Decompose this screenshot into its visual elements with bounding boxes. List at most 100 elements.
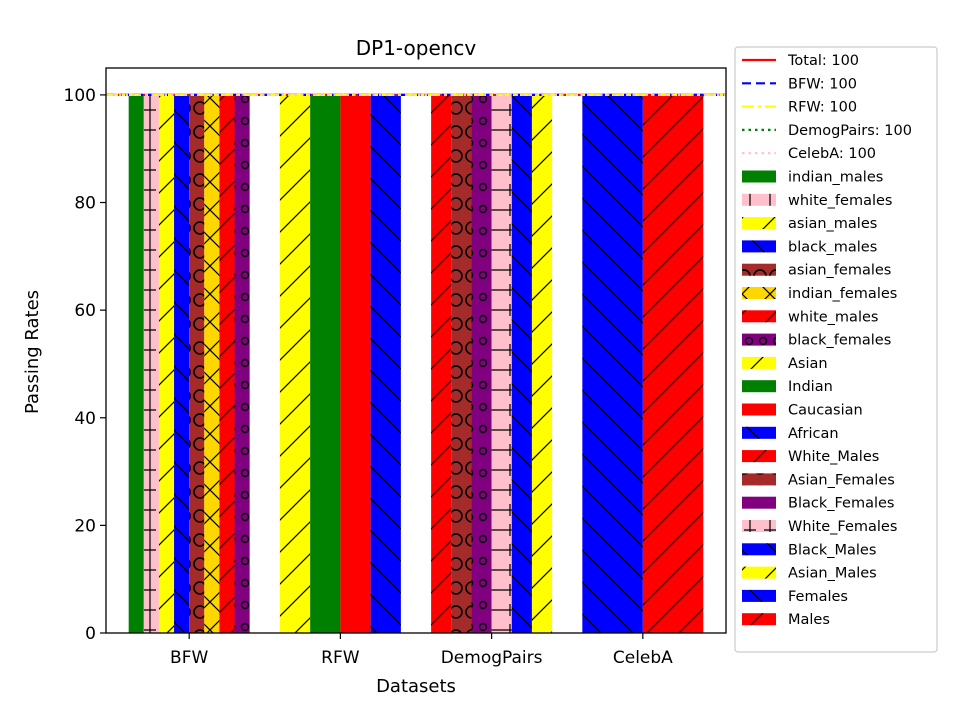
legend-label: Black_Males [788,542,876,558]
bar-hatch-demogpairs-black-females [471,94,492,633]
legend-item-asian-females: asian_females [742,263,891,279]
legend-label: white_males [788,309,878,325]
bars-layer [128,94,704,633]
legend: Total: 100 BFW: 100 RFW: 100 DemogPairs: 10… [734,46,938,653]
bar-bfw-indian-males [128,94,144,633]
legend-bar-hatch [742,356,776,369]
x-tick-label-demogpairs: DemogPairs [441,648,543,668]
x-tick-label-rfw: RFW [321,648,360,668]
legend-item-white-females: white_females [742,193,892,209]
legend-label: Females [788,589,848,605]
legend-item-indian: Indian [742,379,833,395]
x-tick-label-celeba: CelebA [613,648,673,668]
y-tick-label: 60 [74,301,96,321]
y-tick-label: 20 [74,516,96,536]
legend-label: black_males [788,239,877,255]
legend-label: indian_females [788,286,897,302]
legend-bar-hatch [742,613,776,626]
legend-label: Asian_Males [788,566,877,582]
legend-bar-hatch [742,543,776,556]
bar-hatch-demogpairs-asian-females [451,94,472,633]
x-tick-label-bfw: BFW [170,648,208,668]
legend-label: Black_Females [788,496,894,512]
legend-bar-hatch [742,287,776,299]
legend-item-asian-males: asian_males [742,216,877,232]
legend-frame [734,46,938,653]
legend-bar-hatch [742,217,776,230]
legend-label: African [788,426,839,442]
legend-label: Caucasian [788,403,863,419]
legend-bar-hatch [742,473,776,486]
legend-bar-hatch [742,193,776,206]
legend-bar-hatch [742,263,776,276]
bar-rfw-indian [310,94,341,633]
bar-hatch-bfw-black-males [174,94,190,633]
legend-label: Males [788,612,830,628]
legend-label: asian_males [788,216,877,232]
legend-item-indian-females: indian_females [742,286,897,302]
legend-item-white-females: White_Females [742,519,897,535]
legend-item-bfw: BFW: 100 [742,76,857,92]
legend-label: White_Males [788,449,879,465]
legend-bar-hatch [742,450,776,463]
legend-label: RFW: 100 [788,100,857,116]
legend-label: White_Females [788,519,897,535]
legend-item-rfw: RFW: 100 [742,100,857,116]
legend-bar-swatch [742,496,776,509]
legend-item-indian-males: indian_males [742,170,883,186]
legend-label: asian_females [788,263,891,279]
legend-item-females: Females [742,589,848,605]
legend-label: Asian_Females [788,472,895,488]
legend-item-asian: Asian [742,356,828,372]
legend-label: DemogPairs: 100 [788,123,912,139]
legend-item-black-females: Black_Females [742,496,894,512]
legend-label: indian_males [788,170,883,186]
legend-label: Total: 100 [787,53,859,69]
legend-label: black_females [788,333,891,349]
legend-item-celeba: CelebA: 100 [742,146,876,162]
legend-bar-hatch [742,589,776,602]
bar-hatch-rfw-african [370,94,401,633]
legend-item-african: African [742,426,839,442]
bar-hatch-bfw-asian-males [158,94,175,633]
x-axis-label: Datasets [376,676,456,697]
bar-hatch-demogpairs-white-males [431,94,452,633]
legend-item-caucasian: Caucasian [742,403,863,419]
y-tick-label: 80 [74,194,96,214]
chart-title: DP1-opencv [356,36,477,60]
legend-label: white_females [788,193,892,209]
y-tick-label: 0 [85,624,96,644]
bar-hatch-demogpairs-black-males [511,94,532,633]
legend-bar-swatch [742,170,776,183]
legend-item-males: Males [742,612,830,628]
y-tick-label: 100 [64,86,96,106]
legend-label: CelebA: 100 [788,146,876,162]
legend-item-asian-males: Asian_Males [742,566,877,582]
legend-item-black-females: black_females [742,333,891,349]
legend-label: BFW: 100 [788,76,857,92]
y-ticks-layer: 0 20 40 60 80 100 [64,86,106,644]
legend-item-demogpairs: DemogPairs: 100 [742,123,912,139]
bar-hatch-bfw-black-females [234,94,250,633]
y-axis-label: Passing Rates [22,290,43,414]
x-ticks-layer: BFW RFW DemogPairs CelebA [170,633,673,668]
bar-rfw-caucasian [340,94,371,633]
plot-area-frame [105,67,727,634]
y-tick-label: 40 [74,409,96,429]
bar-hatch-celeba-males [642,94,704,633]
legend-item-asian-females: Asian_Females [742,472,895,488]
legend-label: Indian [788,379,833,395]
bar-hatch-bfw-white-males [219,94,235,633]
bar-hatch-demogpairs-white-females [491,94,512,633]
legend-item-black-males: Black_Males [742,542,876,558]
legend-entries: Total: 100 BFW: 100 RFW: 100 DemogPairs: 10… [742,53,912,628]
legend-item-white-males: White_Males [742,449,879,465]
legend-bar-hatch [742,566,776,579]
legend-bar-hatch [742,520,776,532]
legend-item-white-males: white_males [742,309,878,325]
bar-hatch-bfw-white-females [143,94,159,633]
legend-bar-hatch [742,333,776,346]
legend-item-black-males: black_males [742,239,877,255]
bar-hatch-bfw-asian-females [189,94,205,633]
